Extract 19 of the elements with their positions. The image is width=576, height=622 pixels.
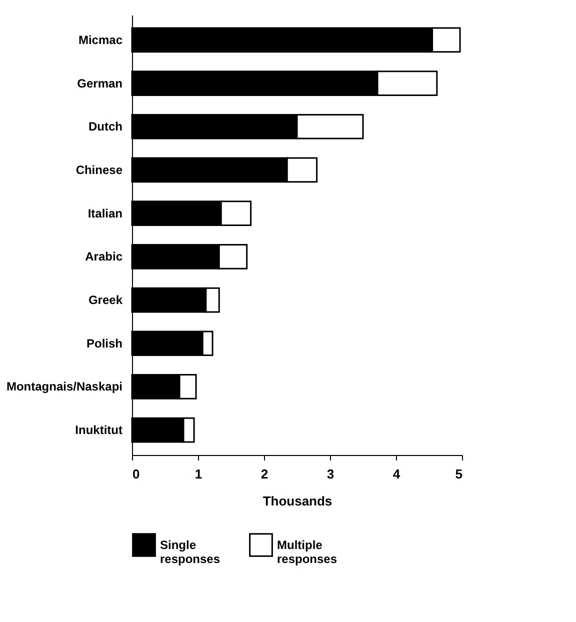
- x-tick-label: 0: [132, 466, 140, 482]
- x-tick-label: 1: [194, 466, 202, 482]
- legend-label: Multiple responses: [277, 538, 338, 566]
- y-tick-label: Chinese: [76, 162, 123, 177]
- x-axis-title: Thousands: [262, 494, 332, 508]
- legend-label: Single responses: [160, 538, 220, 566]
- y-tick-label: Dutch: [88, 120, 122, 134]
- x-tick-label: 5: [455, 466, 462, 482]
- y-tick-label: Polish: [86, 336, 122, 350]
- y-tick-label: Montagnais/Naskapi: [6, 380, 122, 394]
- y-tick-label: Arabic: [85, 250, 123, 264]
- y-tick-label: Greek: [88, 293, 123, 308]
- x-tick-label: 4: [392, 466, 401, 482]
- x-tick-label: 3: [326, 466, 334, 482]
- y-tick-label: Micmac: [78, 32, 123, 47]
- y-tick-label: Inuktitut: [75, 423, 122, 438]
- x-tick-label: 2: [260, 466, 268, 482]
- y-tick-label: Italian: [88, 206, 122, 220]
- y-tick-label: German: [77, 76, 122, 90]
